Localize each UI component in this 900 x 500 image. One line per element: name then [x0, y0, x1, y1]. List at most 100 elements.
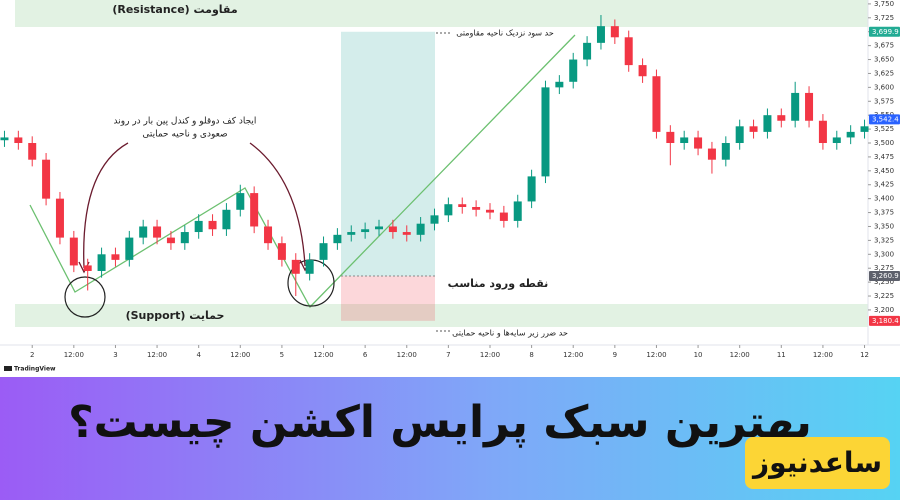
- x-tick-label: 12:00: [480, 351, 500, 359]
- price-label-bg: [869, 26, 900, 37]
- candle-body: [166, 237, 175, 244]
- y-tick-label: 3,600: [874, 83, 894, 91]
- x-tick-label: 12:00: [563, 351, 583, 359]
- candle-body: [499, 212, 508, 221]
- candle-body: [860, 126, 869, 132]
- candle-body: [569, 59, 578, 82]
- x-tick-label: 3: [113, 351, 117, 359]
- candle-body: [638, 65, 647, 77]
- candle-body: [42, 159, 51, 199]
- candle-body: [222, 209, 231, 230]
- x-tick-label: 12:00: [147, 351, 167, 359]
- x-tick-label: 12:00: [64, 351, 84, 359]
- x-tick-label: 12:00: [313, 351, 333, 359]
- x-tick-label: 12:00: [230, 351, 250, 359]
- candle-body: [194, 220, 203, 233]
- candle-body: [694, 137, 703, 149]
- candle-body: [0, 137, 9, 141]
- candle-body: [680, 137, 689, 144]
- x-tick-label: 9: [613, 351, 617, 359]
- candle-body: [361, 229, 370, 233]
- candle-body: [832, 137, 841, 144]
- x-tick-label: 7: [446, 351, 450, 359]
- candle-body: [610, 26, 619, 38]
- y-tick-label: 3,350: [874, 222, 894, 230]
- annotation: ایجاد کف دوقلو و کندل پین بار در روند: [114, 117, 257, 127]
- candle-body: [805, 92, 814, 121]
- y-tick-label: 3,425: [874, 181, 894, 189]
- candle-body: [555, 81, 564, 88]
- y-tick-label: 3,650: [874, 56, 894, 64]
- candle-body: [319, 243, 328, 260]
- profit-box: [341, 31, 435, 277]
- candle-body: [818, 120, 827, 144]
- candle-body: [583, 42, 592, 60]
- candle-body: [83, 265, 92, 271]
- candle-body: [596, 26, 605, 43]
- candle-body: [458, 204, 467, 207]
- y-tick-label: 3,375: [874, 209, 894, 217]
- candle-body: [846, 131, 855, 138]
- candle-body: [402, 232, 411, 235]
- x-tick-label: 4: [196, 351, 201, 359]
- candle-body: [180, 232, 189, 244]
- price-label-bg: [869, 114, 900, 125]
- candle-body: [250, 193, 259, 227]
- candle-body: [513, 201, 522, 221]
- candle-body: [416, 223, 425, 235]
- candle-body: [111, 254, 120, 260]
- banner-title: بهترین سبک پرایس اکشن چیست؟: [68, 397, 812, 448]
- candle-body: [735, 126, 744, 144]
- y-tick-label: 3,475: [874, 153, 894, 161]
- candle-body: [55, 198, 64, 238]
- y-tick-label: 3,525: [874, 125, 894, 133]
- candle-body: [444, 204, 453, 216]
- candle-body: [277, 243, 286, 260]
- candle-body: [125, 237, 134, 260]
- y-tick-label: 3,300: [874, 250, 894, 258]
- candle-body: [28, 143, 37, 160]
- logo: ساعدنیوز: [745, 437, 890, 489]
- background: [0, 0, 900, 377]
- candle-body: [14, 137, 23, 144]
- arrow: [83, 142, 129, 269]
- y-tick-label: 3,575: [874, 97, 894, 105]
- candle-body: [291, 259, 300, 274]
- x-tick-label: 12: [860, 351, 869, 359]
- y-tick-label: 3,675: [874, 42, 894, 50]
- price-label: 3,260.9: [872, 272, 899, 280]
- candle-body: [541, 87, 550, 177]
- y-tick-label: 3,500: [874, 139, 894, 147]
- x-tick-label: 12:00: [397, 351, 417, 359]
- candle-body: [388, 226, 397, 233]
- x-tick-label: 10: [694, 351, 703, 359]
- candle-body: [721, 143, 730, 160]
- annotation: حد سود نزدیک ناحیه مقاومتی: [456, 29, 554, 38]
- x-tick-label: 6: [363, 351, 368, 359]
- candle-body: [375, 226, 384, 230]
- y-tick-label: 3,750: [874, 0, 894, 8]
- y-tick-label: 3,225: [874, 292, 894, 300]
- candle-body: [777, 115, 786, 121]
- annotation: حد ضرر زیر سایه‌ها و ناحیه حمایتی: [452, 329, 568, 338]
- price-label: 3,542.4: [872, 115, 899, 123]
- annotation: نقطه ورود مناسب: [448, 277, 549, 290]
- candle-body: [305, 259, 314, 274]
- y-tick-label: 3,450: [874, 167, 894, 175]
- annotation: حمایت (Support): [126, 309, 225, 322]
- candle-body: [69, 237, 78, 266]
- x-tick-label: 12:00: [646, 351, 666, 359]
- y-tick-label: 3,325: [874, 236, 894, 244]
- candle-body: [791, 92, 800, 121]
- candle-body: [264, 226, 273, 244]
- highlight-circle: [64, 276, 106, 318]
- y-tick-label: 3,275: [874, 264, 894, 272]
- support-zone: [15, 304, 868, 327]
- candle-body: [707, 148, 716, 160]
- y-tick-label: 3,250: [874, 278, 894, 286]
- candle-body: [527, 176, 536, 202]
- candle-body: [347, 232, 356, 235]
- candle-body: [430, 215, 439, 224]
- x-tick-label: 12:00: [813, 351, 833, 359]
